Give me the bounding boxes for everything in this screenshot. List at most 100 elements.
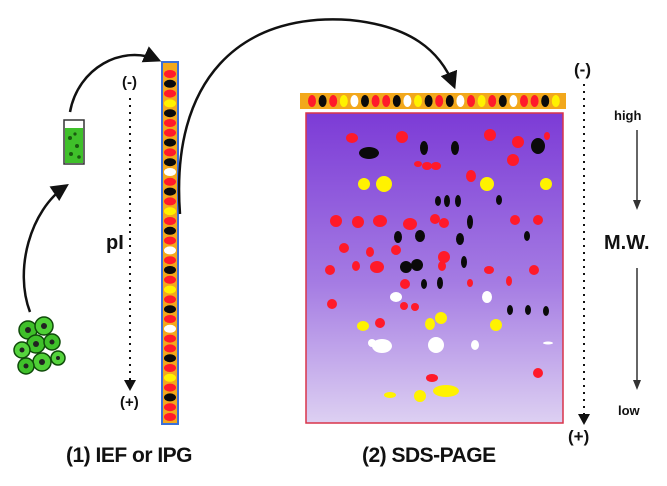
protein-spot [456, 233, 464, 245]
mw-arrow-lower-head [633, 380, 641, 390]
protein-spot [455, 195, 461, 207]
strip-spot [164, 226, 176, 235]
mw-label: M.W. [604, 232, 650, 254]
strip-spot [456, 95, 465, 107]
protein-spot [376, 176, 392, 192]
strip-spot [530, 95, 539, 107]
protein-spot [525, 305, 531, 315]
strip-spot [551, 95, 560, 107]
sds-arrowhead [578, 414, 590, 425]
strip-spot [164, 403, 176, 412]
protein-spot [400, 279, 410, 289]
protein-spot [411, 259, 423, 271]
arrow-strip-to-gel [177, 18, 458, 215]
protein-spot [425, 318, 435, 330]
strip-spot [164, 177, 176, 186]
protein-spot [466, 170, 476, 182]
strip-spot [164, 148, 176, 157]
strip-spot [164, 197, 176, 206]
protein-spot [496, 195, 502, 205]
strip-spot [164, 373, 176, 382]
protein-spot [327, 299, 337, 309]
protein-spot [428, 337, 444, 353]
strip-spot [164, 295, 176, 304]
strip-spot [164, 413, 176, 421]
strip-spot [414, 95, 422, 107]
protein-spot [358, 178, 370, 190]
strip-spot [164, 344, 176, 353]
protein-spot [352, 261, 360, 271]
strip-spot [164, 79, 176, 88]
ief-cathode-label: (-) [122, 74, 137, 91]
sds-page-gel [305, 112, 564, 424]
protein-spot [439, 218, 449, 228]
protein-spot [414, 161, 422, 167]
protein-spot [471, 340, 479, 350]
strip-spot [435, 95, 444, 107]
protein-spot [359, 147, 379, 159]
protein-spot [467, 215, 473, 229]
equilibrated-strip [300, 93, 566, 109]
protein-spot [430, 214, 440, 224]
strip-spot [164, 158, 176, 167]
strip-spot [520, 95, 528, 107]
strip-spot [164, 246, 176, 255]
protein-spot [421, 279, 427, 289]
protein-spot [384, 392, 396, 398]
protein-spot [451, 141, 459, 155]
protein-spot [411, 303, 419, 311]
mw-low-label: low [618, 403, 640, 418]
protein-spot [403, 218, 417, 230]
strip-spot [164, 236, 176, 245]
strip-spot [541, 95, 550, 107]
protein-spot [346, 133, 358, 143]
protein-spot [484, 266, 494, 274]
arrow-tube-to-strip [68, 46, 162, 113]
protein-spot [438, 251, 450, 263]
strip-spot [318, 95, 327, 107]
strip-spot [164, 128, 176, 137]
cell-sample-icon [13, 316, 66, 375]
protein-spot [484, 129, 496, 141]
protein-spot [414, 390, 426, 402]
protein-spot [431, 162, 441, 170]
protein-spot [396, 131, 408, 143]
protein-spot [373, 215, 387, 227]
protein-spot [339, 243, 349, 253]
strip-spot [403, 95, 412, 107]
pi-label: pI [106, 232, 124, 254]
ief-strip [161, 61, 179, 425]
strip-spot [164, 354, 176, 363]
strip-spot [164, 275, 176, 284]
protein-spot [370, 261, 384, 273]
strip-spot [164, 70, 176, 78]
protein-spot [543, 306, 549, 316]
strip-spot [164, 324, 176, 333]
sds-anode-label: (+) [568, 427, 590, 446]
protein-spot [415, 230, 425, 242]
step2-caption: (2) SDS-PAGE [362, 444, 496, 467]
protein-spot [437, 277, 443, 289]
strip-spot [164, 109, 176, 118]
protein-spot [524, 231, 530, 241]
strip-spot [164, 315, 176, 323]
protein-spot [433, 385, 459, 397]
ief-anode-label: (+) [120, 394, 139, 411]
strip-spot [164, 217, 176, 225]
protein-spot [372, 339, 392, 353]
protein-spot [438, 261, 446, 271]
protein-spot [366, 247, 374, 257]
strip-spot [308, 95, 316, 107]
protein-spot [540, 178, 552, 190]
protein-spot [422, 162, 432, 170]
protein-spot [400, 261, 412, 273]
protein-spot [435, 312, 447, 324]
strip-spot [164, 99, 176, 108]
protein-spot [507, 305, 513, 315]
strip-spot [498, 95, 507, 107]
protein-spot [444, 195, 450, 207]
arrow-cells-to-tube [22, 184, 69, 313]
strip-spot [488, 95, 497, 107]
strip-spot [350, 95, 359, 107]
protein-spot [510, 215, 520, 225]
